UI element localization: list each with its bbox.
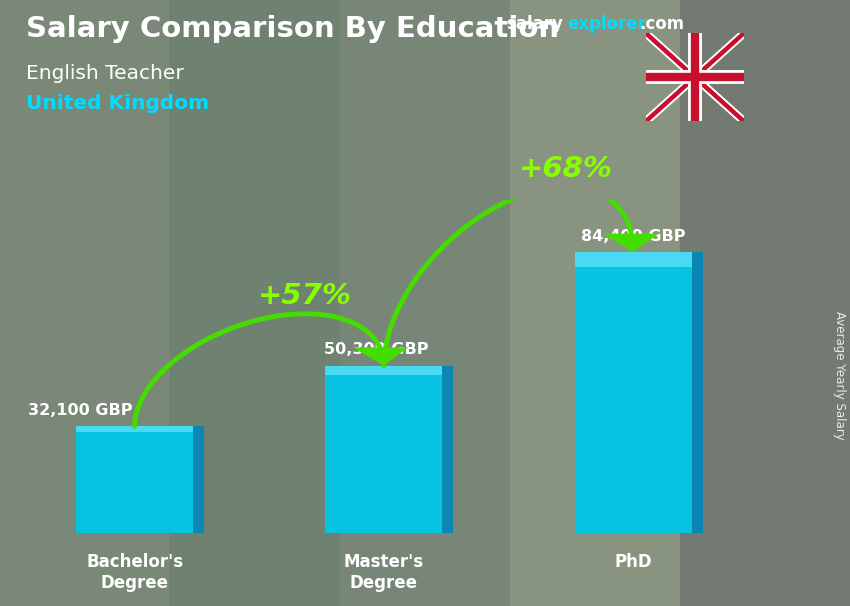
Polygon shape xyxy=(603,234,659,252)
Text: +57%: +57% xyxy=(258,282,351,310)
Text: PhD: PhD xyxy=(615,553,652,571)
FancyBboxPatch shape xyxy=(442,365,453,533)
Text: Average Yearly Salary: Average Yearly Salary xyxy=(833,311,846,440)
FancyBboxPatch shape xyxy=(575,252,692,533)
FancyBboxPatch shape xyxy=(76,426,193,432)
Text: Bachelor's
Degree: Bachelor's Degree xyxy=(86,553,183,592)
Text: English Teacher: English Teacher xyxy=(26,64,184,82)
Text: +68%: +68% xyxy=(519,155,614,183)
Text: United Kingdom: United Kingdom xyxy=(26,94,208,113)
FancyBboxPatch shape xyxy=(692,252,703,533)
Text: 50,300 GBP: 50,300 GBP xyxy=(324,342,428,358)
Text: salary: salary xyxy=(506,15,563,33)
Text: .com: .com xyxy=(639,15,684,33)
FancyBboxPatch shape xyxy=(326,365,442,375)
Polygon shape xyxy=(353,347,409,365)
FancyBboxPatch shape xyxy=(193,426,204,533)
Text: 32,100 GBP: 32,100 GBP xyxy=(28,403,133,418)
FancyBboxPatch shape xyxy=(575,252,692,267)
FancyBboxPatch shape xyxy=(326,365,442,533)
FancyBboxPatch shape xyxy=(76,426,193,533)
Text: Salary Comparison By Education: Salary Comparison By Education xyxy=(26,15,558,43)
Text: 84,400 GBP: 84,400 GBP xyxy=(581,228,685,244)
Text: Master's
Degree: Master's Degree xyxy=(344,553,424,592)
Text: explorer: explorer xyxy=(567,15,646,33)
